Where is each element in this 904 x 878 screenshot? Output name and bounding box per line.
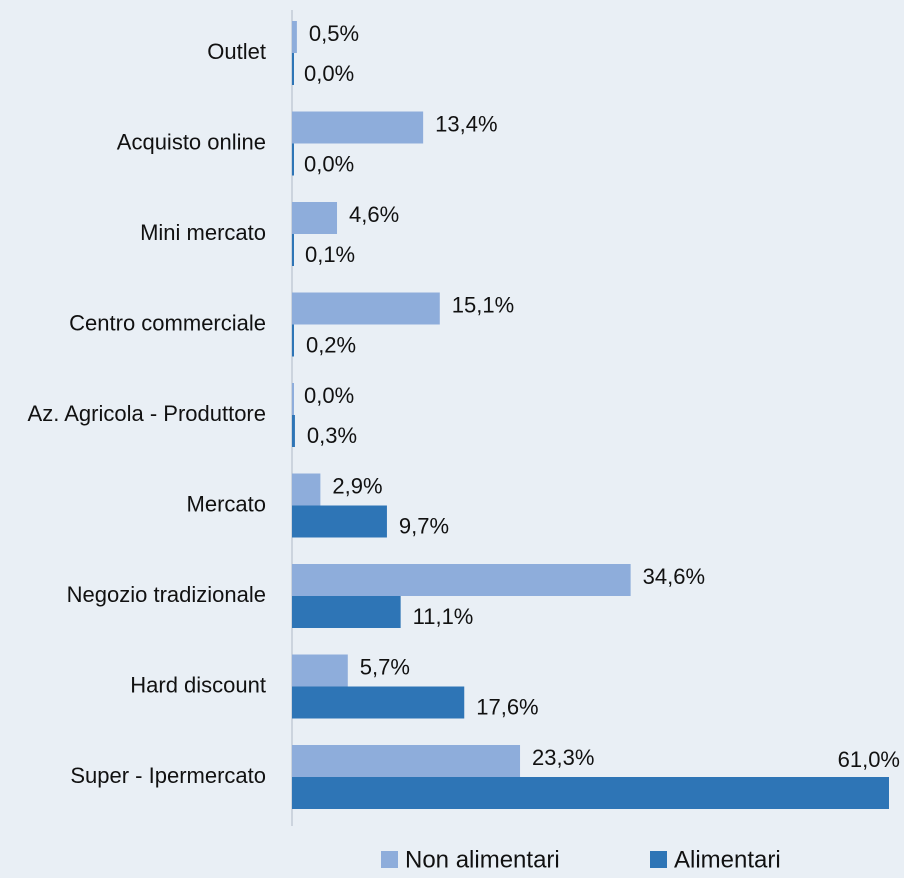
bar xyxy=(292,473,321,506)
bar xyxy=(292,111,424,144)
bar xyxy=(292,745,521,777)
bar xyxy=(292,564,631,596)
value-label: 0,0% xyxy=(304,151,354,176)
bar xyxy=(292,21,297,53)
category-label: Acquisto online xyxy=(117,129,266,154)
bar xyxy=(292,654,348,687)
bar xyxy=(292,505,387,538)
value-label: 0,0% xyxy=(304,61,354,86)
value-label: 17,6% xyxy=(476,694,538,719)
value-label: 9,7% xyxy=(399,513,449,538)
bar xyxy=(292,686,465,719)
legend-label: Non alimentari xyxy=(405,846,560,873)
legend-swatch xyxy=(650,851,667,868)
bar xyxy=(292,383,294,415)
legend-swatch xyxy=(381,851,398,868)
value-label: 4,6% xyxy=(349,202,399,227)
category-label: Super - Ipermercato xyxy=(70,763,266,788)
bar xyxy=(292,596,401,628)
value-label: 5,7% xyxy=(360,654,410,679)
bar xyxy=(292,202,338,234)
value-label: 0,0% xyxy=(304,383,354,408)
bar xyxy=(292,143,294,176)
category-label: Hard discount xyxy=(130,672,266,697)
bar xyxy=(292,53,294,85)
bar xyxy=(292,777,889,809)
category-label: Centro commerciale xyxy=(69,310,266,335)
bar xyxy=(292,415,295,447)
category-label: Negozio tradizionale xyxy=(67,582,266,607)
value-label: 61,0% xyxy=(838,747,900,772)
legend-label: Alimentari xyxy=(674,846,781,873)
value-label: 0,1% xyxy=(305,242,355,267)
value-label: 13,4% xyxy=(435,111,497,136)
value-label: 0,2% xyxy=(306,332,356,357)
value-label: 0,5% xyxy=(309,21,359,46)
category-label: Mini mercato xyxy=(140,220,266,245)
category-label: Outlet xyxy=(207,39,266,64)
category-label: Mercato xyxy=(187,491,266,516)
bar xyxy=(292,324,294,357)
category-label: Az. Agricola - Produttore xyxy=(28,401,266,426)
value-label: 11,1% xyxy=(413,604,474,629)
value-label: 0,3% xyxy=(307,423,357,448)
value-label: 34,6% xyxy=(643,564,705,589)
value-label: 23,3% xyxy=(532,745,594,770)
value-label: 2,9% xyxy=(332,473,382,498)
bar xyxy=(292,292,440,325)
bar xyxy=(292,234,294,266)
value-label: 15,1% xyxy=(452,292,514,317)
